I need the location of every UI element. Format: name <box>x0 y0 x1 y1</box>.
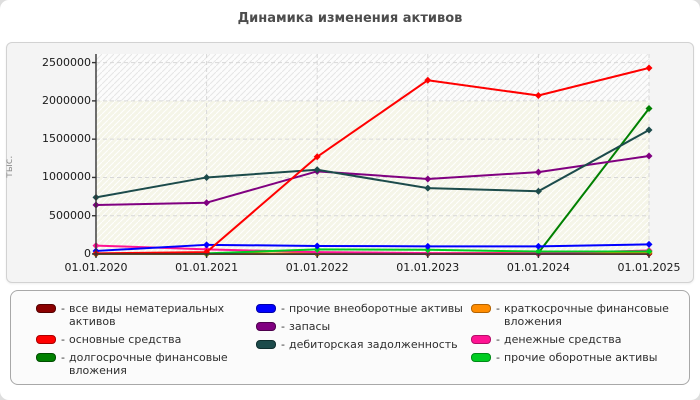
legend-separator: - <box>281 338 285 351</box>
series-marker <box>313 166 321 174</box>
legend-item: - краткосрочные финансовые вложения <box>471 302 686 328</box>
legend-label: долгосрочные финансовые вложения <box>68 351 228 377</box>
legend-item: - запасы <box>256 320 466 333</box>
legend-swatch <box>36 353 56 362</box>
legend-label: запасы <box>288 320 331 333</box>
legend-swatch <box>471 304 491 313</box>
legend-swatch <box>36 335 56 344</box>
legend-separator: - <box>496 333 500 346</box>
legend-separator: - <box>61 351 65 364</box>
series-marker <box>534 92 542 100</box>
legend-label: все виды нематериальных активов <box>68 302 225 328</box>
series-marker <box>424 76 432 84</box>
legend-item: - все виды нематериальных активов <box>36 302 251 328</box>
x-tick-label: 01.01.2023 <box>396 261 460 274</box>
legend-separator: - <box>496 302 500 315</box>
legend-separator: - <box>281 320 285 333</box>
legend-item: - прочие оборотные активы <box>471 351 686 364</box>
x-tick-label: 01.01.2024 <box>506 261 570 274</box>
series-line-4 <box>95 155 650 207</box>
legend-label: прочие оборотные активы <box>503 351 658 364</box>
line-chart-plot <box>92 54 653 258</box>
series-marker <box>424 175 432 183</box>
legend-item: - денежные средства <box>471 333 686 346</box>
chart-panel: тыс. 0 500000 1000000 1500000 2000000 2500000… <box>4 42 694 283</box>
series-marker <box>203 173 211 181</box>
legend-separator: - <box>61 333 65 346</box>
series-line-1 <box>95 66 650 255</box>
series-marker <box>424 184 432 192</box>
legend-separator: - <box>281 302 285 315</box>
x-tick-label: 01.01.2021 <box>175 261 239 274</box>
legend-swatch <box>256 322 276 331</box>
legend-column-2: - прочие внеоборотные активы - запасы - дебит… <box>256 302 466 356</box>
series-marker <box>313 242 321 250</box>
series-line-3 <box>95 243 650 252</box>
legend-swatch <box>471 335 491 344</box>
legend-swatch <box>471 353 491 362</box>
series-marker <box>645 152 653 160</box>
page-title: Динамика изменения активов <box>237 11 463 26</box>
series-marker <box>534 187 542 195</box>
series-marker <box>424 242 432 250</box>
legend-label: основные средства <box>68 333 182 346</box>
legend-item: - дебиторская задолженность <box>256 338 466 351</box>
legend-label: денежные средства <box>503 333 622 346</box>
legend-item: - долгосрочные финансовые вложения <box>36 351 251 377</box>
y-tick-label: 2500000 <box>42 55 91 69</box>
legend-swatch <box>36 304 56 313</box>
legend-item: - основные средства <box>36 333 251 346</box>
legend-item: - прочие внеоборотные активы <box>256 302 466 315</box>
series-marker <box>313 153 321 161</box>
legend-column-1: - все виды нематериальных активов - основны… <box>36 302 251 382</box>
legend-swatch <box>256 340 276 349</box>
legend-separator: - <box>61 302 65 315</box>
chart-legend: - все виды нематериальных активов - основны… <box>10 290 690 385</box>
series-marker <box>645 64 653 72</box>
series-line-5 <box>95 129 650 199</box>
series-marker <box>645 126 653 134</box>
series-marker <box>203 241 211 249</box>
series-marker <box>534 242 542 250</box>
y-tick-label: 1000000 <box>42 170 91 184</box>
legend-swatch <box>256 304 276 313</box>
legend-separator: - <box>496 351 500 364</box>
y-tick-label: 500000 <box>49 208 91 222</box>
series-marker <box>534 168 542 176</box>
y-tick-label: 0 <box>84 247 91 260</box>
plot-background-top-band <box>96 54 649 101</box>
x-tick-label: 01.01.2025 <box>617 261 681 274</box>
y-tick-label: 1500000 <box>42 132 91 146</box>
legend-label: краткосрочные финансовые вложения <box>503 302 669 328</box>
legend-label: дебиторская задолженность <box>288 338 458 351</box>
x-tick-label: 01.01.2020 <box>64 261 128 274</box>
legend-column-3: - краткосрочные финансовые вложения - денеж… <box>471 302 686 369</box>
legend-label: прочие внеоборотные активы <box>288 302 463 315</box>
series-marker <box>645 240 653 248</box>
series-line-7 <box>95 244 650 255</box>
series-marker <box>645 105 653 113</box>
y-tick-label: 2000000 <box>42 93 91 107</box>
series-marker <box>203 199 211 207</box>
x-tick-label: 01.01.2022 <box>285 261 349 274</box>
